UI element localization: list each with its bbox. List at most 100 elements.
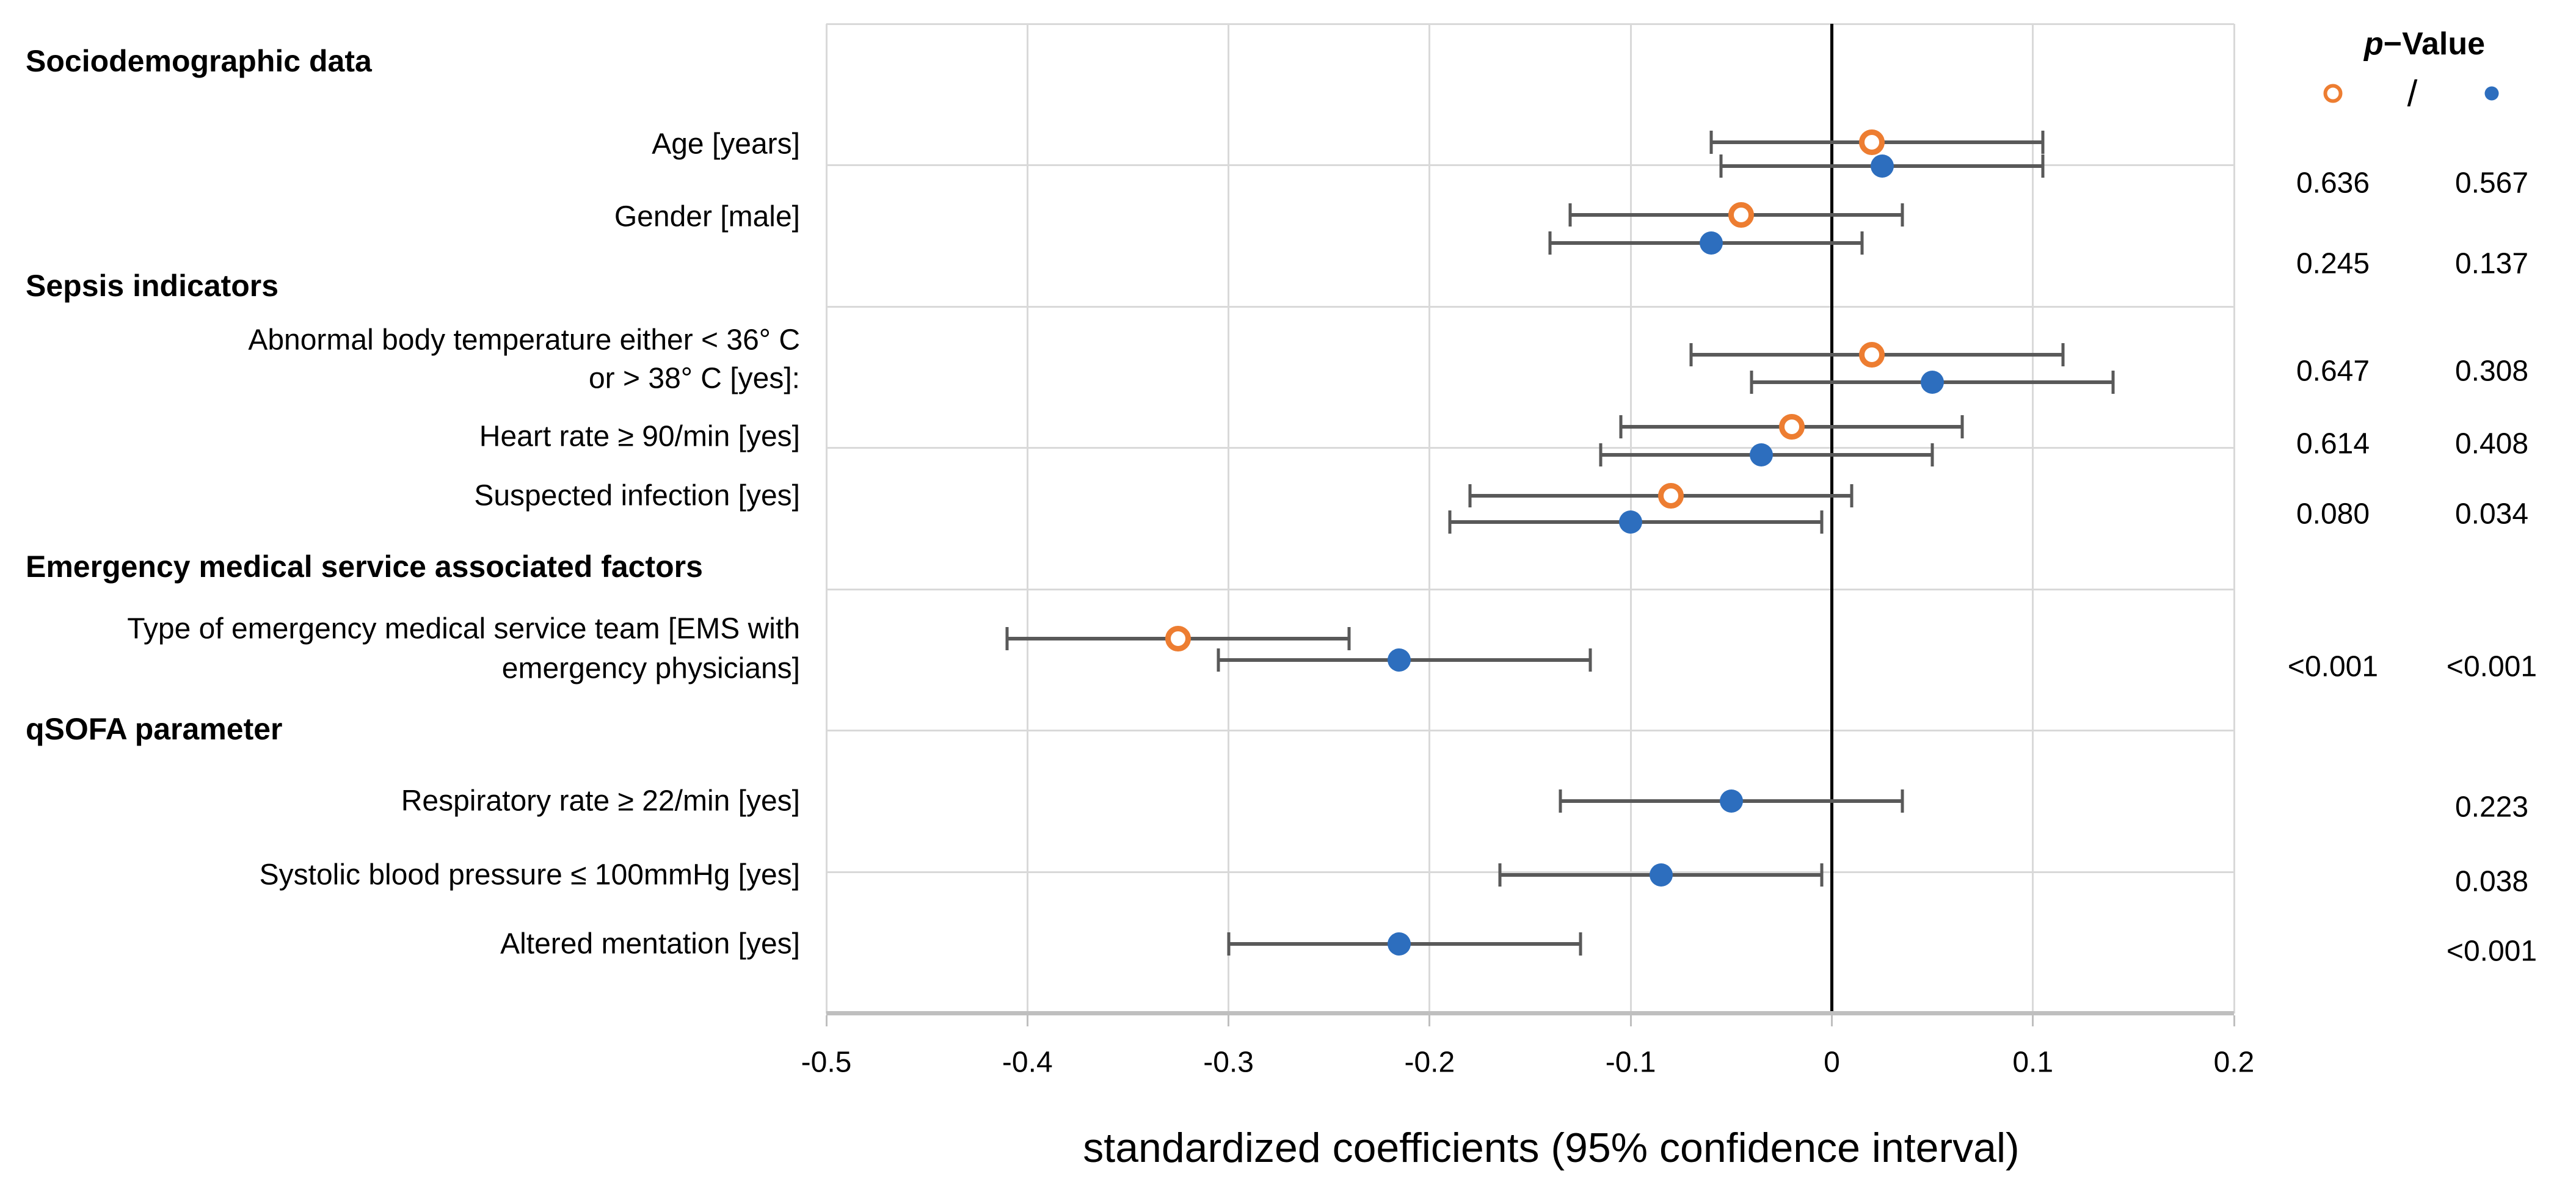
plot-top-border — [826, 23, 2234, 25]
orange-error-bar-cap-left — [1689, 343, 1693, 366]
x-axis-tick-mark — [1026, 1015, 1028, 1026]
orange-estimate-marker — [1859, 129, 1885, 155]
orange-error-bar-cap-left — [1468, 484, 1472, 507]
blue-error-bar-cap-right — [1579, 932, 1582, 956]
blue-error-bar-cap-right — [1820, 863, 1824, 887]
vertical-gridline — [1026, 24, 1028, 1014]
blue-error-bar-cap-left — [1498, 863, 1502, 887]
row-label: Systolic blood pressure ≤ 100mmHg [yes] — [259, 858, 800, 891]
row-label: or > 38° C [yes]: — [588, 362, 800, 395]
orange-p-value: 0.080 — [2296, 498, 2370, 531]
blue-p-value: 0.308 — [2454, 355, 2529, 388]
vertical-gridline — [1428, 24, 1431, 1014]
blue-error-bar-cap-right — [2111, 371, 2115, 394]
row-label: Altered mentation [yes] — [500, 927, 800, 960]
blue-error-bar-cap-right — [1930, 443, 1934, 466]
x-axis-title: standardized coefficients (95% confidenc… — [1083, 1125, 2020, 1171]
x-axis-line — [826, 1011, 2234, 1015]
blue-estimate-marker — [1750, 443, 1774, 466]
orange-estimate-marker — [1165, 626, 1192, 651]
blue-filled-circle-legend-icon — [2484, 86, 2499, 101]
x-axis-tick-mark — [825, 1015, 828, 1026]
blue-p-value: 0.223 — [2454, 791, 2529, 824]
row-label: Suspected infection [yes] — [474, 479, 800, 512]
legend-separator: / — [2407, 73, 2418, 114]
row-label: Type of emergency medical service team [… — [127, 612, 800, 645]
horizontal-gridline — [826, 164, 2234, 167]
blue-estimate-marker — [1921, 371, 1945, 394]
row-label: Abnormal body temperature either < 36° C — [248, 324, 800, 357]
x-axis-tick-mark — [1428, 1015, 1431, 1026]
blue-p-value: 0.034 — [2454, 498, 2529, 531]
row-label: Age [years] — [652, 128, 800, 161]
blue-p-value: 0.408 — [2454, 427, 2529, 460]
blue-estimate-marker — [1619, 510, 1643, 534]
blue-error-bar-cap-right — [1860, 231, 1864, 255]
orange-estimate-marker — [1728, 202, 1755, 228]
x-tick-label: 0 — [1824, 1046, 1840, 1079]
group-header: Emergency medical service associated fac… — [26, 550, 703, 584]
blue-estimate-marker — [1649, 863, 1673, 887]
blue-estimate-marker — [1699, 231, 1723, 255]
orange-error-bar-cap-right — [1901, 203, 1904, 227]
blue-estimate-marker — [1719, 789, 1743, 813]
blue-p-value: 0.137 — [2454, 247, 2529, 280]
blue-p-value: 0.567 — [2454, 167, 2529, 200]
horizontal-gridline — [826, 447, 2234, 449]
horizontal-gridline — [826, 730, 2234, 732]
orange-open-circle-legend-icon — [2323, 84, 2343, 103]
x-axis-tick-mark — [2032, 1015, 2034, 1026]
row-label: Gender [male] — [614, 200, 800, 233]
legend-title-p: p — [2364, 26, 2384, 62]
group-header: Sepsis indicators — [26, 269, 279, 303]
orange-p-value: 0.636 — [2296, 167, 2370, 200]
horizontal-gridline — [826, 871, 2234, 873]
blue-estimate-marker — [1870, 154, 1894, 178]
group-header: Sociodemographic data — [26, 44, 372, 78]
x-axis-tick-mark — [2233, 1015, 2235, 1026]
x-tick-label: 0.1 — [2012, 1046, 2054, 1079]
x-tick-label: -0.4 — [1002, 1046, 1053, 1079]
group-header: qSOFA parameter — [26, 712, 283, 746]
orange-p-value: <0.001 — [2287, 650, 2379, 683]
x-tick-label: -0.3 — [1203, 1046, 1254, 1079]
orange-error-bar-cap-right — [1960, 415, 1964, 438]
orange-estimate-marker — [1658, 483, 1684, 509]
x-tick-label: -0.5 — [801, 1046, 852, 1079]
x-axis-tick-mark — [1228, 1015, 1230, 1026]
x-axis-tick-mark — [1629, 1015, 1632, 1026]
orange-estimate-marker — [1778, 414, 1805, 440]
orange-error-bar-cap-left — [1005, 627, 1009, 650]
orange-p-value: 0.245 — [2296, 247, 2370, 280]
blue-error-bar-cap-left — [1559, 789, 1562, 813]
row-label: Heart rate ≥ 90/min [yes] — [479, 420, 800, 453]
blue-error-bar-cap-right — [1901, 789, 1904, 813]
x-tick-label: -0.1 — [1605, 1046, 1656, 1079]
plot-left-border — [825, 24, 828, 1014]
blue-error-bar-cap-left — [1227, 932, 1231, 956]
blue-error-bar-cap-left — [1217, 648, 1220, 672]
horizontal-gridline — [826, 305, 2234, 308]
orange-error-bar-cap-right — [2061, 343, 2065, 366]
blue-p-value: 0.038 — [2454, 865, 2529, 898]
orange-estimate-marker — [1859, 342, 1885, 368]
blue-error-bar-cap-right — [1820, 510, 1824, 534]
blue-error-bar-cap-left — [1448, 510, 1452, 534]
orange-error-bar-cap-right — [1347, 627, 1351, 650]
blue-error-bar-cap-right — [1588, 648, 1592, 672]
blue-error-bar-cap-right — [2041, 154, 2045, 178]
row-label: emergency physicians] — [501, 652, 800, 685]
x-tick-label: 0.2 — [2213, 1046, 2255, 1079]
orange-error-bar-cap-right — [1850, 484, 1854, 507]
vertical-gridline — [2032, 24, 2034, 1014]
orange-error-bar-cap-left — [1619, 415, 1623, 438]
horizontal-gridline — [826, 588, 2234, 590]
orange-error-bar-cap-right — [2041, 131, 2045, 154]
x-tick-label: -0.2 — [1404, 1046, 1455, 1079]
row-label: Respiratory rate ≥ 22/min [yes] — [401, 785, 800, 818]
plot-right-border — [2233, 24, 2235, 1014]
vertical-gridline — [1228, 24, 1230, 1014]
x-axis-tick-mark — [1830, 1015, 1833, 1026]
orange-error-bar-cap-left — [1709, 131, 1713, 154]
